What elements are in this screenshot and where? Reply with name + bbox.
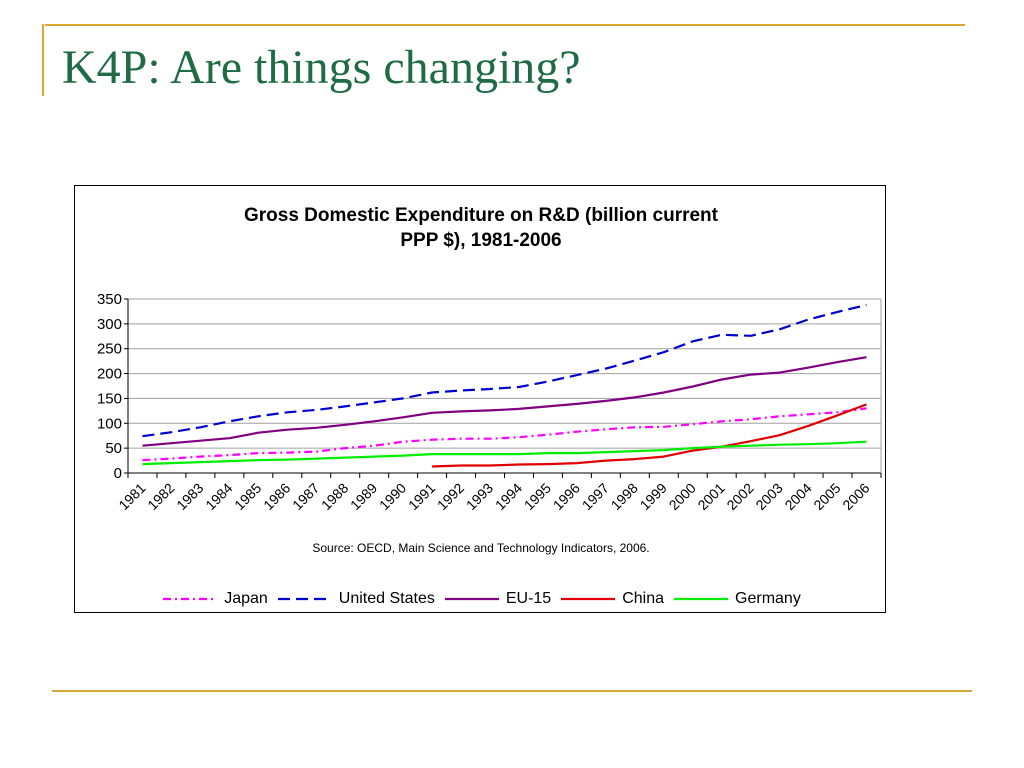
legend-item-eu-15: EU-15 (443, 590, 551, 608)
x-tick-label: 2004 (781, 480, 814, 513)
x-tick-label: 1988 (318, 480, 351, 513)
x-tick-label: 1993 (463, 480, 496, 513)
x-tick-label: 1991 (405, 480, 438, 513)
legend-label: China (622, 590, 665, 607)
legend-swatch (163, 597, 218, 601)
legend-item-japan: Japan (161, 590, 268, 608)
legend-swatch (674, 597, 729, 601)
legend-label: Japan (224, 590, 268, 607)
x-tick-label: 2001 (694, 480, 727, 513)
legend-swatch (561, 597, 616, 601)
x-tick-label: 2000 (666, 480, 699, 513)
y-tick-label: 250 (97, 341, 122, 358)
legend-item-germany: Germany (672, 590, 801, 608)
x-tick-label: 1996 (550, 480, 583, 513)
x-tick-label: 1999 (637, 480, 670, 513)
series-line-united-states (142, 303, 867, 438)
x-tick-label: 1994 (492, 480, 525, 513)
x-tick-label: 1986 (260, 480, 293, 513)
series-line-germany (142, 440, 867, 466)
y-tick-label: 150 (97, 390, 122, 407)
y-tick-label: 350 (97, 291, 122, 308)
x-tick-label: 1984 (202, 480, 235, 513)
series-line-eu-15 (142, 356, 867, 447)
y-tick-label: 100 (97, 415, 122, 432)
x-tick-label: 1987 (289, 480, 322, 513)
x-tick-label: 1995 (521, 480, 554, 513)
x-tick-label: 1982 (144, 480, 177, 513)
chart-title-line1: Gross Domestic Expenditure on R&D (billi… (243, 205, 718, 226)
y-tick-label: 0 (114, 465, 122, 482)
legend-label: EU-15 (505, 590, 552, 607)
y-tick-label: 200 (97, 366, 122, 383)
chart-legend: Japan United States EU-15 China Germany (75, 590, 887, 608)
x-tick-label: 1990 (376, 480, 409, 513)
x-tick-label: 1981 (115, 480, 148, 513)
legend-swatch (277, 597, 332, 601)
legend-item-china: China (559, 590, 664, 608)
x-tick-label: 2002 (723, 480, 756, 513)
x-tick-label: 2003 (752, 480, 785, 513)
legend-item-united-states: United States (276, 590, 435, 608)
series-line-japan (142, 407, 867, 462)
legend-label: United States (338, 590, 435, 607)
bottom-accent-bar (52, 690, 972, 692)
x-tick-label: 2006 (839, 480, 872, 513)
line-chart: 0501001502002503003501981198219831984198… (97, 291, 882, 513)
y-tick-label: 300 (97, 316, 122, 333)
x-tick-label: 1983 (173, 480, 206, 513)
chart-frame: Gross Domestic Expenditure on R&D (billi… (74, 185, 886, 613)
series-line-china (432, 403, 867, 468)
x-tick-label: 2005 (810, 480, 843, 513)
chart-title-line2: PPP $), 1981-2006 (400, 230, 562, 251)
chart-title: Gross Domestic Expenditure on R&D (billi… (75, 203, 887, 253)
x-tick-label: 1989 (347, 480, 380, 513)
legend-swatch (444, 597, 499, 601)
x-tick-label: 1985 (231, 480, 264, 513)
chart-source-note: Source: OECD, Main Science and Technolog… (312, 541, 650, 555)
legend-label: Germany (735, 590, 801, 607)
slide-title: K4P: Are things changing? (62, 41, 581, 94)
top-accent-bar (45, 24, 965, 26)
x-tick-label: 1997 (579, 480, 612, 513)
x-tick-label: 1992 (434, 480, 467, 513)
y-tick-label: 50 (105, 440, 122, 457)
left-accent-bar (42, 24, 44, 96)
x-tick-label: 1998 (608, 480, 641, 513)
